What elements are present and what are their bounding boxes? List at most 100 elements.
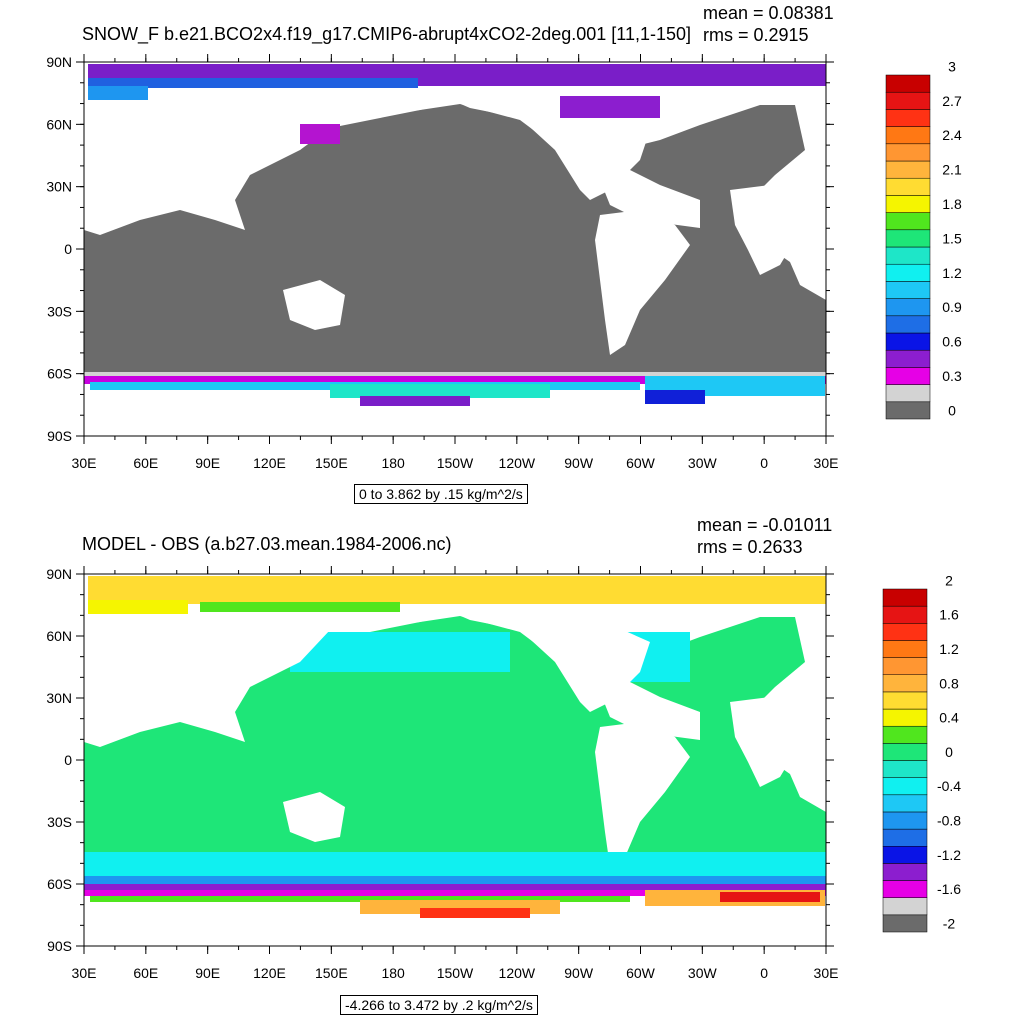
land-australia	[283, 280, 345, 330]
lon-tick-label: 180	[381, 965, 405, 981]
colorbar-swatch	[882, 897, 928, 916]
colorbar-swatch	[885, 109, 931, 127]
lon-tick-label: 120E	[253, 965, 286, 981]
colorbar-swatch	[885, 177, 931, 196]
lon-tick-label: 30W	[688, 455, 718, 471]
colorbar-label: 0.3	[942, 368, 962, 384]
colorbar-swatch	[885, 332, 931, 351]
land-eurasia	[84, 62, 440, 235]
colorbar-label: -1.2	[937, 847, 961, 863]
rms-label: rms = 0.2633	[697, 537, 803, 557]
map-title: SNOW_F b.e21.BCO2x4.f19_g17.CMIP6-abrupt…	[82, 24, 692, 44]
arctic-anomaly-band	[88, 576, 826, 604]
colorbar-swatch	[882, 657, 928, 676]
lon-tick-label: 120W	[499, 965, 536, 981]
lon-tick-label: 0	[760, 965, 768, 981]
colorbar-label: 1.5	[942, 230, 962, 246]
colorbar-label: 2.4	[942, 127, 962, 143]
lon-tick-label: 150W	[437, 965, 474, 981]
colorbar-label: 0	[945, 744, 953, 760]
colorbar-label: -1.6	[937, 881, 961, 897]
lat-tick-label: 0	[64, 752, 72, 768]
colorbar-swatch	[882, 914, 928, 933]
lat-tick-label: 90S	[47, 938, 72, 954]
colorbar-swatch	[885, 384, 931, 403]
mean-label: mean = -0.01011	[697, 515, 833, 535]
colorbar-swatch	[885, 195, 931, 213]
colorbar-swatch	[885, 298, 931, 317]
colorbar-swatch	[882, 674, 928, 693]
map-title: MODEL - OBS (a.b27.03.mean.1984-2006.nc)	[82, 534, 452, 554]
colorbar-swatch	[882, 828, 928, 847]
colorbar-label: 0.6	[942, 334, 962, 350]
colorbar-swatch	[882, 708, 928, 727]
colorbar-label: -2	[943, 915, 956, 931]
lon-tick-label: 120E	[253, 455, 286, 471]
lon-tick-label: 150E	[315, 455, 348, 471]
colorbar-swatch	[885, 91, 931, 110]
colorbar-swatch	[885, 126, 931, 145]
lat-tick-label: 90N	[46, 54, 72, 70]
land-africa	[730, 185, 795, 275]
colorbar-swatch	[882, 777, 928, 796]
colorbar-swatch	[882, 691, 928, 710]
lon-tick-label: 30E	[72, 965, 97, 981]
colorbar-swatch	[885, 315, 931, 334]
colorbar-label: 2.7	[942, 93, 962, 109]
contour-range-box: 0 to 3.862 by .15 kg/m^2/s	[354, 484, 528, 504]
lat-tick-label: 60N	[46, 116, 72, 132]
lon-tick-label: 90E	[195, 965, 220, 981]
colorbar-swatch	[885, 349, 931, 368]
lon-tick-label: 90W	[564, 965, 594, 981]
lat-tick-label: 0	[64, 241, 72, 257]
map-panel-model-minus-obs: MODEL - OBS (a.b27.03.mean.1984-2006.nc)…	[0, 512, 1024, 1024]
colorbar-swatch	[882, 794, 928, 813]
colorbar-swatch	[882, 725, 928, 744]
lon-tick-label: 90E	[195, 455, 220, 471]
lat-tick-label: 30S	[47, 814, 72, 830]
colorbar-swatch	[885, 160, 931, 179]
colorbar-swatch	[882, 880, 928, 898]
rms-label: rms = 0.2915	[703, 25, 809, 45]
lon-tick-label: 150E	[315, 965, 348, 981]
colorbar-label: 1.2	[939, 641, 959, 657]
colorbar-label: 2.1	[942, 162, 962, 178]
lat-tick-label: 90N	[46, 566, 72, 582]
colorbar-label: -0.4	[937, 778, 961, 794]
lat-tick-label: 90S	[47, 428, 72, 444]
lon-tick-label: 30E	[814, 455, 839, 471]
colorbar-swatch	[882, 640, 928, 658]
colorbar-swatch	[882, 623, 928, 641]
lon-tick-label: 90W	[564, 455, 594, 471]
colorbar-swatch	[882, 743, 928, 761]
colorbar-swatch	[885, 143, 931, 162]
land-north-america	[440, 602, 650, 712]
colorbar-swatch	[882, 811, 928, 830]
lat-tick-label: 60S	[47, 366, 72, 382]
colorbar-swatch	[882, 760, 928, 778]
colorbar-label: 1.2	[942, 265, 962, 281]
land-australia	[283, 792, 345, 842]
lon-tick-label: 60E	[133, 455, 158, 471]
colorbar-swatch	[885, 367, 931, 385]
colorbar-label: 0.8	[939, 675, 959, 691]
colorbar-swatch	[882, 605, 928, 624]
colorbar-swatch	[885, 74, 931, 93]
land-eurasia	[84, 574, 440, 747]
lon-tick-label: 60W	[626, 455, 656, 471]
lat-tick-label: 60N	[46, 628, 72, 644]
lon-tick-label: 60W	[626, 965, 656, 981]
land-africa	[730, 697, 795, 787]
lon-tick-label: 30E	[72, 455, 97, 471]
colorbar-swatch	[885, 212, 931, 231]
lon-tick-label: 30W	[688, 965, 718, 981]
colorbar-swatch	[885, 229, 931, 248]
colorbar-label: 3	[948, 58, 956, 74]
antarctic-anomaly-band	[90, 896, 630, 902]
map-panel-snowfall: SNOW_F b.e21.BCO2x4.f19_g17.CMIP6-abrupt…	[46, 3, 962, 504]
lon-tick-label: 180	[381, 455, 405, 471]
colorbar-label: 0.4	[939, 710, 959, 726]
colorbar-swatch	[882, 863, 928, 881]
colorbar-label: -0.8	[937, 813, 961, 829]
